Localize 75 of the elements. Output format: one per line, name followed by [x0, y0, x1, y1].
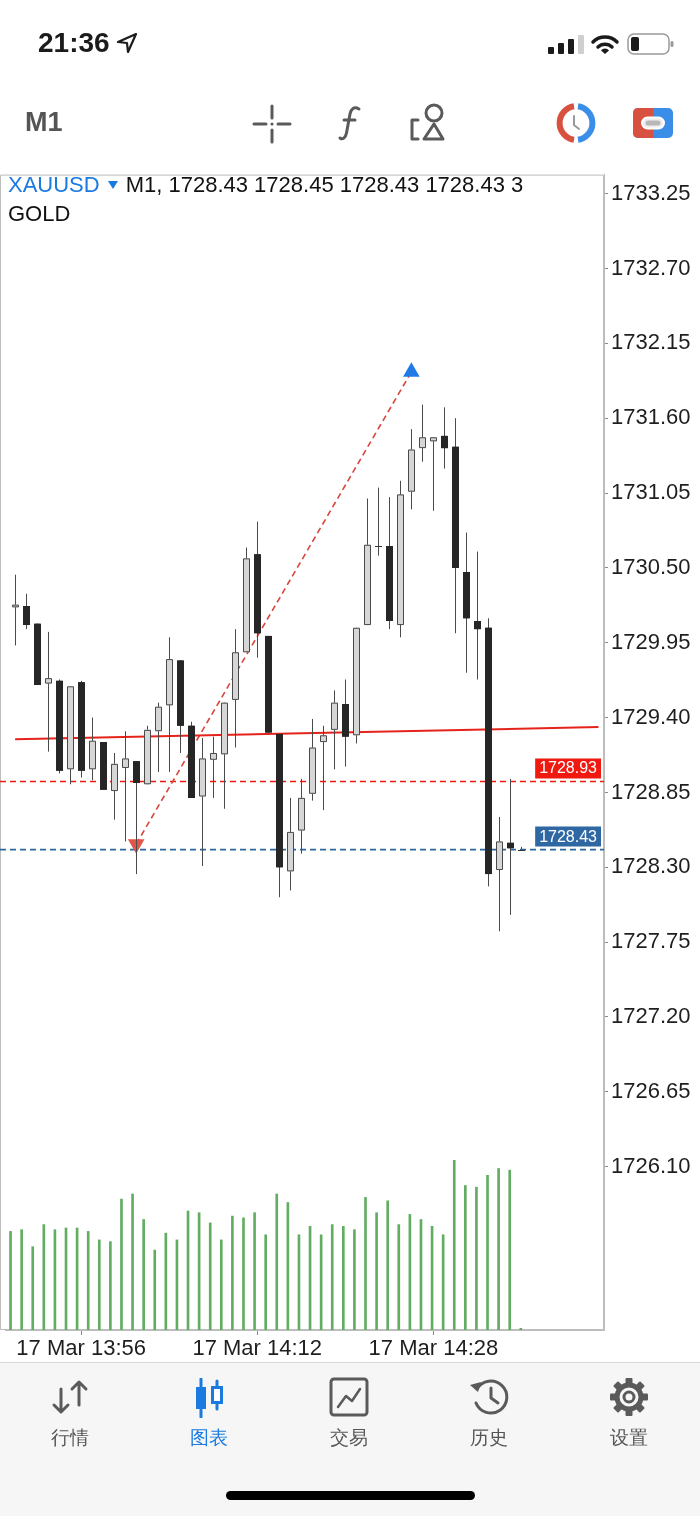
- candlestick: [133, 760, 140, 875]
- candlestick: [45, 631, 52, 753]
- bar: [120, 1198, 123, 1330]
- bar: [397, 1224, 401, 1330]
- candlestick: [374, 487, 383, 557]
- bar: [486, 1174, 489, 1330]
- bar: [353, 1229, 356, 1330]
- bar: [475, 1186, 478, 1330]
- bar: [508, 1169, 512, 1330]
- candlestick: [419, 404, 426, 463]
- bar: [208, 1222, 212, 1330]
- bar: [86, 1231, 90, 1330]
- y-tick-label: 1732.70: [611, 254, 691, 280]
- y-tick-label: 1727.75: [611, 928, 691, 954]
- bar: [275, 1193, 279, 1330]
- text: 图表: [190, 1426, 228, 1448]
- y-tick-label: 1726.10: [611, 1152, 691, 1178]
- bar: [9, 1231, 12, 1330]
- bar: [330, 1224, 334, 1330]
- bar: [42, 1224, 46, 1330]
- candlestick: [12, 574, 19, 646]
- ref-line-label: 1728.93: [539, 759, 598, 777]
- bar: [131, 1193, 134, 1330]
- y-tick-label: 1733.25: [611, 179, 691, 205]
- bar: [242, 1217, 245, 1330]
- bar: [31, 1246, 35, 1330]
- chart-subtitle: M1, 1728.43 1728.45 1728.43 1728.43 3: [125, 172, 524, 197]
- bar: [386, 1200, 390, 1330]
- bar: [253, 1212, 256, 1330]
- bar: [142, 1219, 145, 1330]
- y-tick-label: 1732.15: [611, 329, 691, 355]
- candlestick: [517, 846, 526, 851]
- bar: [519, 1327, 523, 1330]
- candlestick: [122, 730, 129, 842]
- bar: [497, 1168, 500, 1330]
- annotation: GOLD: [8, 201, 71, 226]
- ref-line-label: 1728.43: [539, 827, 598, 845]
- x-tick-label: 17 Mar 14:12: [192, 1335, 323, 1361]
- text: 交易: [330, 1426, 368, 1448]
- text: 行情: [51, 1426, 89, 1448]
- candlestick: [474, 551, 481, 680]
- text: 21:36: [38, 27, 110, 58]
- bar: [264, 1234, 268, 1330]
- bar: [231, 1215, 234, 1330]
- bar: [20, 1229, 23, 1330]
- candlestick: [441, 406, 448, 470]
- candlestick: [430, 436, 437, 512]
- x-tick-label: 17 Mar 14:28: [368, 1335, 499, 1361]
- text: M1: [25, 107, 63, 137]
- bar: [341, 1225, 345, 1330]
- bar: [464, 1185, 467, 1330]
- y-tick-label: 1730.50: [611, 553, 691, 579]
- y-tick-label: 1728.85: [611, 778, 691, 804]
- candlestick: [320, 725, 327, 811]
- y-tick-label: 1731.05: [611, 479, 691, 505]
- text: 设置: [610, 1426, 648, 1448]
- bar: [97, 1239, 101, 1330]
- y-tick-label: 1731.60: [611, 404, 691, 430]
- chart-title: XAUUSD: [8, 172, 100, 197]
- y-tick-label: 1728.30: [611, 853, 691, 879]
- candlestick: [507, 778, 514, 916]
- bar: [219, 1239, 223, 1330]
- bar: [364, 1197, 367, 1330]
- y-tick-label: 1729.40: [611, 703, 691, 729]
- y-tick-label: 1729.95: [611, 628, 691, 654]
- bar: [109, 1241, 112, 1330]
- y-tick-label: 1726.65: [611, 1077, 691, 1103]
- bar: [153, 1249, 157, 1330]
- bar: [452, 1160, 456, 1330]
- bar: [375, 1212, 378, 1330]
- candlestick: [210, 736, 217, 799]
- y-tick-label: 1727.20: [611, 1003, 691, 1029]
- text: 历史: [470, 1426, 508, 1448]
- x-tick-label: 17 Mar 13:56: [16, 1335, 146, 1361]
- candlestick: [23, 593, 30, 630]
